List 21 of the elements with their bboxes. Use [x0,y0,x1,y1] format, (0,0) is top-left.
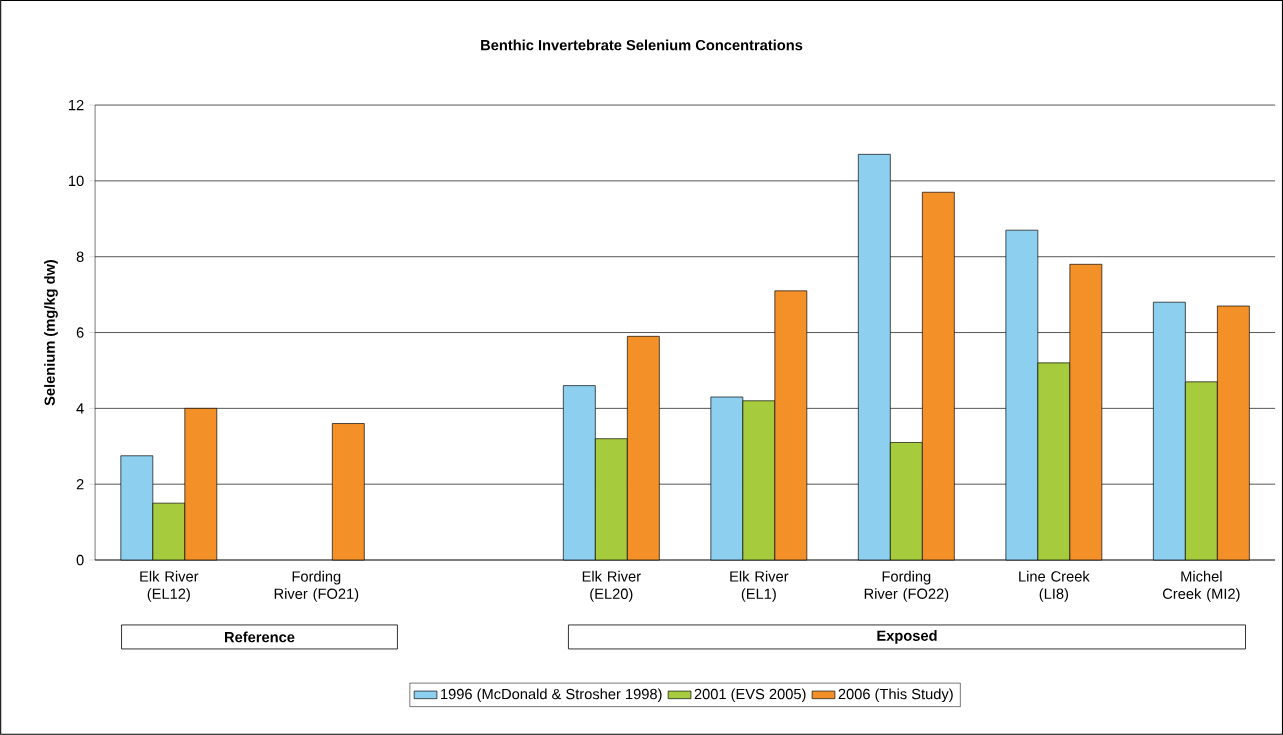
y-tick-label: 6 [76,327,84,338]
x-tick-label: Fording River (FO21) [274,570,359,602]
legend-label: 2001 (EVS 2005) [694,688,806,703]
legend-label: 1996 (McDonald & Strosher 1998) [441,688,662,703]
legend-label: 2006 (This Study) [838,688,953,703]
y-tick-label: 12 [69,99,84,111]
text: Reference [225,631,295,643]
x-tick-label: Fording River (FO22) [864,570,949,602]
x-tick-label: Elk River (EL20) [582,570,641,602]
chart-title: Benthic Invertebrate Selenium Concentrations [481,39,803,51]
y-tick-label: 0 [76,554,84,566]
text: Exposed [877,630,937,644]
y-tick-label: 10 [69,175,84,187]
x-tick-label: Line Creek (LI8) [1019,570,1090,602]
y-tick-label: 8 [76,251,84,262]
x-tick-label: Michel Creek (MI2) [1162,570,1240,602]
y-tick-label: 2 [76,479,84,490]
y-axis-title: Selenium (mg/kg dw) [44,259,58,406]
x-tick-label: Elk River (EL12) [140,570,199,602]
y-tick-label: 4 [76,403,84,414]
x-tick-label: Elk River (EL1) [730,570,789,602]
